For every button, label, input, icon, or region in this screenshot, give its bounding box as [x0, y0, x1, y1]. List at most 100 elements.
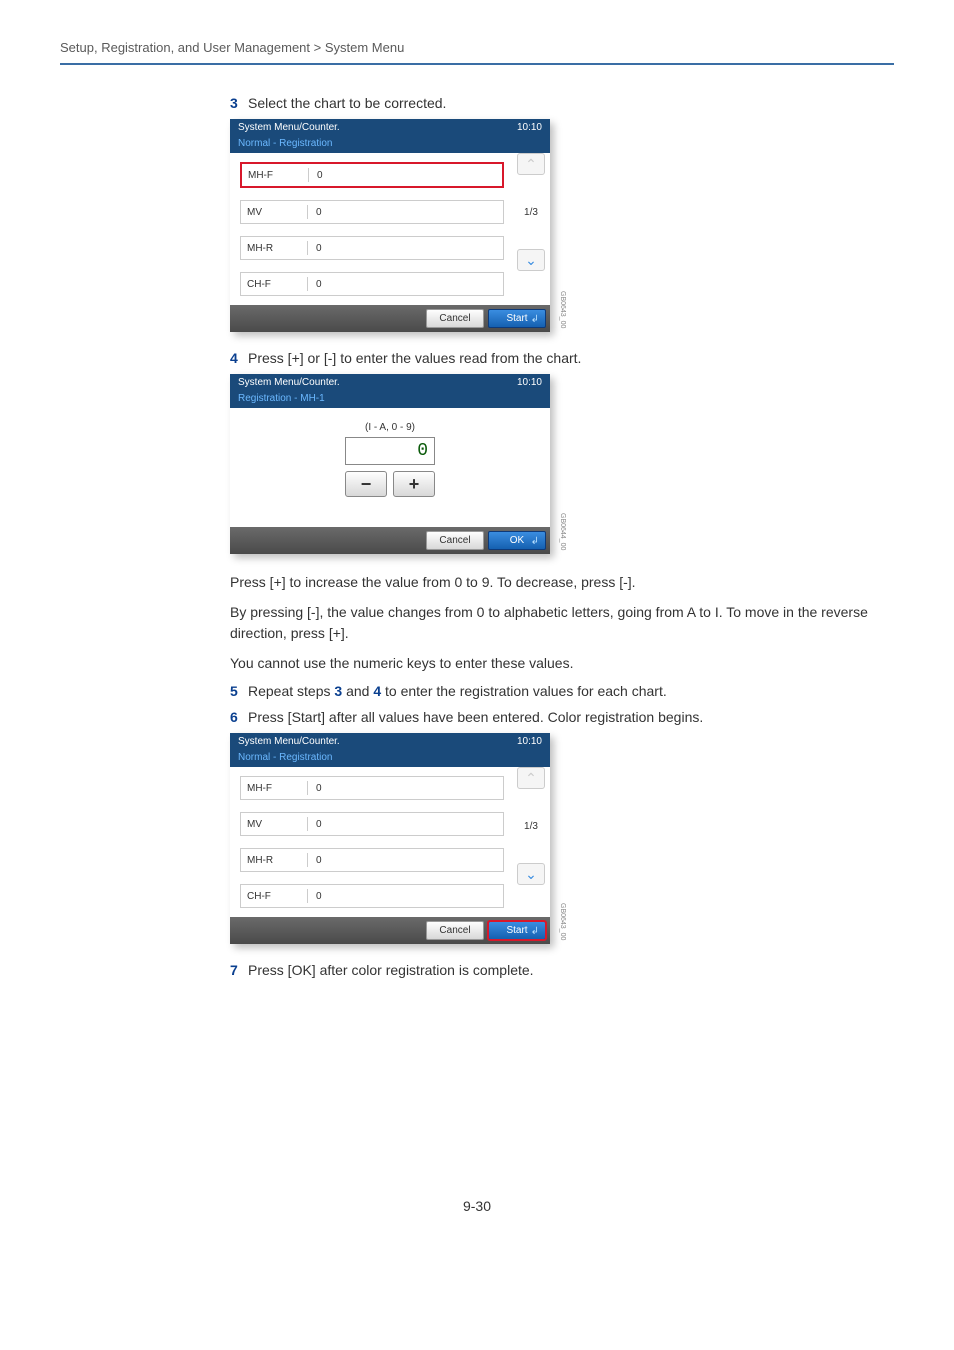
chart-row-value: 0	[316, 207, 322, 218]
divider	[307, 205, 308, 219]
value-display: 0	[345, 437, 435, 465]
breadcrumb: Setup, Registration, and User Management…	[60, 40, 894, 65]
chart-row-value: 0	[317, 170, 323, 181]
step-3-text: Select the chart to be corrected.	[248, 95, 446, 111]
start-button[interactable]: Start ↲	[488, 309, 546, 328]
panel-clock: 10:10	[517, 736, 542, 747]
step-3-num: 3	[230, 95, 248, 111]
panel-code: GB0643_00	[559, 903, 566, 940]
divider	[308, 168, 309, 182]
divider	[307, 241, 308, 255]
panel-titlebar: System Menu/Counter. 10:10	[230, 733, 550, 750]
paragraph-alpha: By pressing [-], the value changes from …	[230, 602, 874, 643]
chart-row-value: 0	[316, 855, 322, 866]
chart-row-value: 0	[316, 243, 322, 254]
step-7-text: Press [OK] after color registration is c…	[248, 962, 534, 978]
scroll-up-button[interactable]: ⌃	[517, 767, 545, 789]
chart-row-mh-r[interactable]: MH-R 0	[240, 236, 504, 260]
chart-row-mh-r[interactable]: MH-R 0	[240, 848, 504, 872]
enter-icon: ↲	[531, 314, 539, 325]
divider	[307, 853, 308, 867]
panel-title: System Menu/Counter.	[238, 736, 340, 747]
minus-button[interactable]: −	[345, 471, 387, 497]
chart-row-ch-f[interactable]: CH-F 0	[240, 884, 504, 908]
page-indicator: 1/3	[524, 821, 538, 832]
chart-row-value: 0	[316, 819, 322, 830]
chart-row-label: MH-F	[247, 783, 307, 794]
scroll-up-button[interactable]: ⌃	[517, 153, 545, 175]
chart-row-label: CH-F	[247, 891, 307, 902]
step-5-link-4[interactable]: 4	[373, 683, 381, 699]
enter-icon: ↲	[531, 536, 539, 547]
start-button[interactable]: Start ↲	[488, 921, 546, 940]
chart-row-label: MV	[247, 207, 307, 218]
step-5-pre: Repeat steps	[248, 683, 334, 699]
page-indicator: 1/3	[524, 207, 538, 218]
chart-row-label: MH-R	[247, 855, 307, 866]
step-4: 4 Press [+] or [-] to enter the values r…	[230, 350, 874, 366]
panel-code: GB0644_00	[559, 513, 566, 550]
step-6-num: 6	[230, 709, 248, 725]
step-5-num: 5	[230, 683, 248, 699]
divider	[307, 889, 308, 903]
chevron-up-icon: ⌃	[525, 156, 537, 173]
panel-code: GB0643_00	[559, 291, 566, 328]
chart-row-value: 0	[316, 279, 322, 290]
panel-start-registration: System Menu/Counter. 10:10 Normal - Regi…	[230, 733, 550, 944]
chevron-up-icon: ⌃	[525, 770, 537, 787]
panel-subtitle: Normal - Registration	[230, 750, 550, 767]
scroll-down-button[interactable]: ⌄	[517, 863, 545, 885]
chart-row-ch-f[interactable]: CH-F 0	[240, 272, 504, 296]
chart-row-mv[interactable]: MV 0	[240, 200, 504, 224]
panel-titlebar: System Menu/Counter. 10:10	[230, 119, 550, 136]
chart-row-value: 0	[316, 891, 322, 902]
panel-subtitle: Registration - MH-1	[230, 391, 550, 408]
ok-button[interactable]: OK ↲	[488, 531, 546, 550]
start-button-label: Start	[506, 925, 527, 936]
chart-row-mv[interactable]: MV 0	[240, 812, 504, 836]
plus-button[interactable]: +	[393, 471, 435, 497]
chart-row-label: MH-R	[247, 243, 307, 254]
panel-clock: 10:10	[517, 122, 542, 133]
divider	[307, 817, 308, 831]
panel-title: System Menu/Counter.	[238, 122, 340, 133]
chart-row-mh-f[interactable]: MH-F 0	[240, 776, 504, 800]
scroll-down-button[interactable]: ⌄	[517, 249, 545, 271]
panel-title: System Menu/Counter.	[238, 377, 340, 388]
step-5-post: to enter the registration values for eac…	[381, 683, 667, 699]
step-7-num: 7	[230, 962, 248, 978]
step-4-text: Press [+] or [-] to enter the values rea…	[248, 350, 581, 366]
chart-row-label: MV	[247, 819, 307, 830]
start-button-label: Start	[506, 313, 527, 324]
step-5: 5 Repeat steps 3 and 4 to enter the regi…	[230, 683, 874, 699]
step-6: 6 Press [Start] after all values have be…	[230, 709, 874, 725]
step-7: 7 Press [OK] after color registration is…	[230, 962, 874, 978]
cancel-button[interactable]: Cancel	[426, 921, 484, 940]
panel-titlebar: System Menu/Counter. 10:10	[230, 374, 550, 391]
ok-button-label: OK	[510, 535, 524, 546]
step-4-num: 4	[230, 350, 248, 366]
chevron-down-icon: ⌄	[525, 252, 537, 269]
step-6-text: Press [Start] after all values have been…	[248, 709, 703, 725]
cancel-button[interactable]: Cancel	[426, 531, 484, 550]
value-range-hint: (I - A, 0 - 9)	[365, 422, 415, 433]
divider	[307, 781, 308, 795]
panel-select-chart: System Menu/Counter. 10:10 Normal - Regi…	[230, 119, 550, 332]
panel-value-entry: System Menu/Counter. 10:10 Registration …	[230, 374, 550, 554]
panel-subtitle: Normal - Registration	[230, 136, 550, 153]
paragraph-increase: Press [+] to increase the value from 0 t…	[230, 572, 874, 592]
chart-row-label: MH-F	[248, 170, 308, 181]
divider	[307, 277, 308, 291]
chevron-down-icon: ⌄	[525, 866, 537, 883]
step-5-mid: and	[342, 683, 373, 699]
panel-clock: 10:10	[517, 377, 542, 388]
step-3: 3 Select the chart to be corrected.	[230, 95, 874, 111]
paragraph-keys: You cannot use the numeric keys to enter…	[230, 653, 874, 673]
step-5-text: Repeat steps 3 and 4 to enter the regist…	[248, 683, 667, 699]
cancel-button[interactable]: Cancel	[426, 309, 484, 328]
chart-row-label: CH-F	[247, 279, 307, 290]
chart-row-mh-f[interactable]: MH-F 0	[240, 162, 504, 188]
enter-icon: ↲	[531, 926, 539, 937]
page-number: 9-30	[60, 1198, 894, 1214]
chart-row-value: 0	[316, 783, 322, 794]
